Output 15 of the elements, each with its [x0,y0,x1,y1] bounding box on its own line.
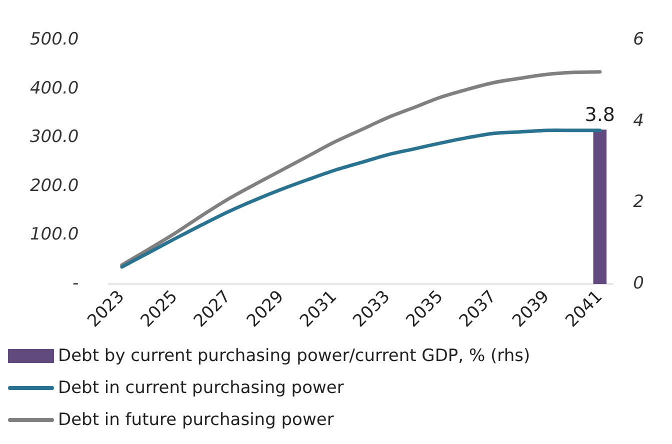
y-tick-label: 400.0 [30,78,79,98]
y-tick-label: 300.0 [30,127,79,148]
y-tick-label: 100.0 [30,224,79,245]
line-series [120,128,602,269]
y-tick-label: 500.0 [30,30,79,50]
y-tick-label: - [72,273,79,294]
legend-label: Debt in future purchasing power [58,410,334,430]
y2-tick-label: 4 [633,110,644,131]
y-tick-label: 200.0 [30,176,79,196]
legend-label: Debt by current purchasing power/current GDP, % (rhs) [58,346,530,366]
y2-tick-label: 0 [633,273,644,294]
y2-tick-label: 6 [633,30,644,50]
y2-tick-label: 2 [633,192,644,212]
data-label: 3.8 [584,104,616,126]
legend-label: Debt in current purchasing power [58,378,344,398]
